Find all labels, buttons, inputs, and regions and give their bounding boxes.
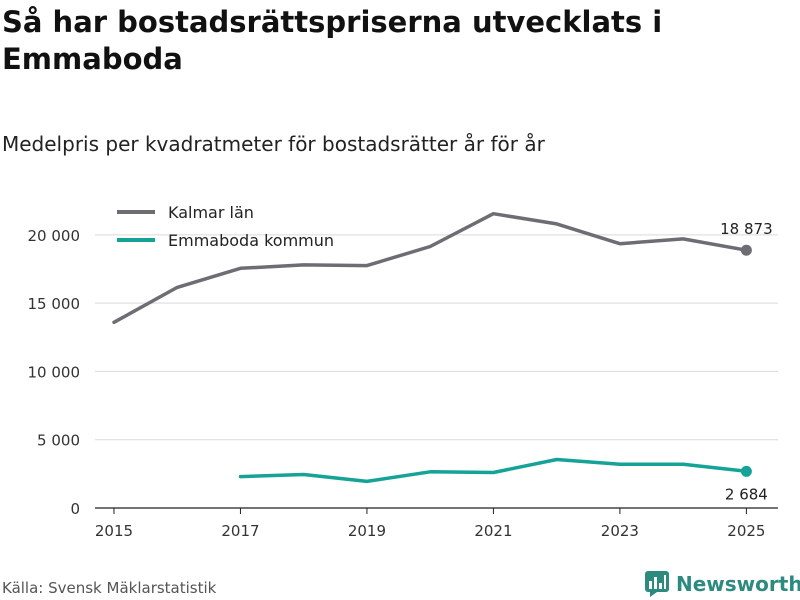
newsworthy-logo-icon — [645, 571, 669, 597]
x-tick-label: 2025 — [727, 522, 765, 540]
y-tick-label: 10 000 — [28, 363, 81, 381]
legend-label: Emmaboda kommun — [168, 231, 334, 250]
brand-logo: Newsworthy — [645, 569, 800, 599]
grid-layer — [95, 234, 778, 441]
data-label: 2 684 — [725, 485, 768, 503]
y-tick-label: 5 000 — [37, 432, 80, 450]
series-line-emmaboda-kommun — [238, 457, 749, 484]
x-tick-label: 2017 — [221, 522, 259, 540]
brand-name: Newsworthy — [676, 572, 800, 596]
series-end-marker — [740, 465, 752, 477]
axis-layer: 0 5 000 10 000 15 000 20 000 2015 2017 2019 2021… — [28, 227, 778, 540]
y-tick-label: 15 000 — [28, 295, 81, 313]
legend-label: Kalmar län — [168, 203, 254, 222]
series-layer: 18 873 2 684 — [112, 211, 773, 503]
series-end-marker — [740, 244, 752, 256]
chart-subtitle: Medelpris per kvadratmeter för bostadsrä… — [2, 132, 545, 156]
source-note: Källa: Svensk Mäklarstatistik — [2, 579, 217, 597]
page-title: Så har bostadsrättspriserna utvecklats i… — [2, 5, 663, 76]
x-tick-label: 2023 — [601, 522, 639, 540]
y-tick-label: 0 — [70, 500, 80, 518]
y-tick-label: 20 000 — [28, 227, 81, 245]
line-chart: 0 5 000 10 000 15 000 20 000 2015 2017 2019 2021… — [28, 203, 778, 540]
legend: Kalmar län Emmaboda kommun — [117, 203, 334, 250]
x-tick-label: 2019 — [348, 522, 386, 540]
x-tick-label: 2021 — [474, 522, 512, 540]
x-tick-label: 2015 — [95, 522, 133, 540]
series-line-kalmar-lan — [112, 211, 749, 325]
data-label: 18 873 — [720, 220, 773, 238]
